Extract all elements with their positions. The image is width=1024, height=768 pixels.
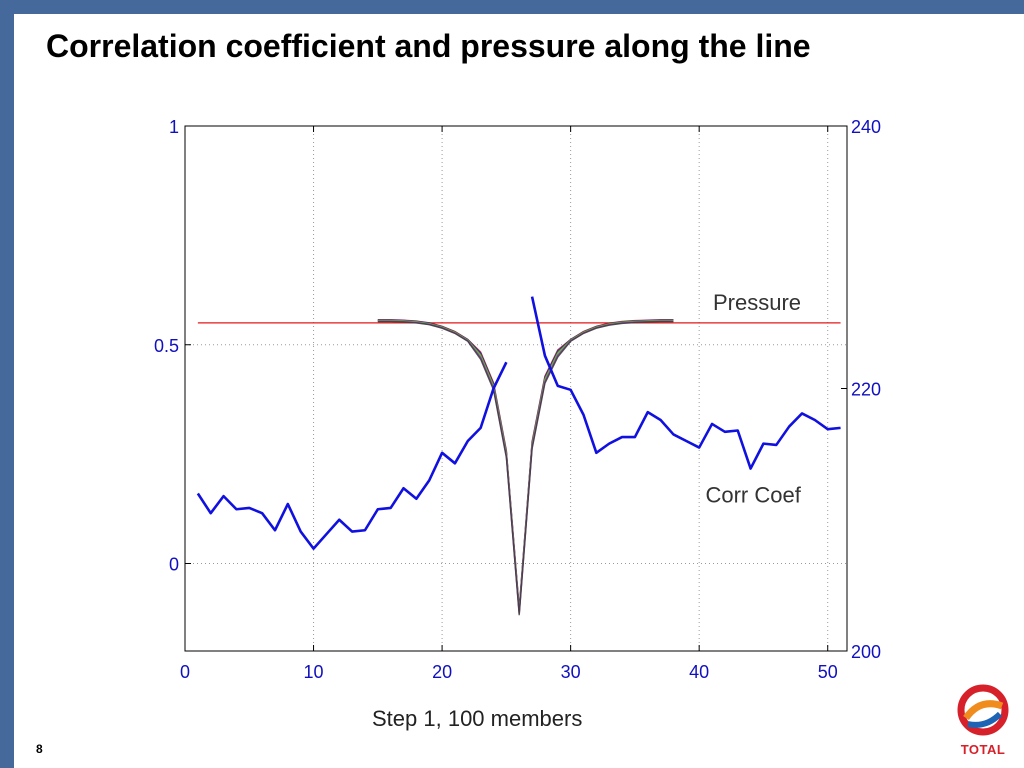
y-left-tick-label: 1 xyxy=(169,117,179,137)
slide-frame-left xyxy=(0,0,14,768)
x-tick-label: 0 xyxy=(180,662,190,682)
y-left-tick-label: 0.5 xyxy=(154,336,179,356)
page-number: 8 xyxy=(36,742,43,756)
corr-coef-member-line xyxy=(377,319,674,609)
y-right-tick-label: 200 xyxy=(851,642,881,662)
x-tick-label: 40 xyxy=(689,662,709,682)
x-tick-label: 20 xyxy=(432,662,452,682)
pressure-series-line xyxy=(530,296,841,470)
x-tick-label: 50 xyxy=(818,662,838,682)
corr-coef-member-line xyxy=(377,319,674,610)
total-logo-icon xyxy=(957,684,1009,736)
corr-coef-member-line xyxy=(377,320,674,616)
total-logo: TOTAL xyxy=(950,680,1016,760)
corr-coef-member-line xyxy=(377,320,674,615)
chart-caption: Step 1, 100 members xyxy=(372,706,583,731)
annotation-label: Corr Coef xyxy=(705,482,801,507)
slide-frame-top xyxy=(0,0,1024,14)
x-tick-label: 10 xyxy=(304,662,324,682)
annotations: Pressure Corr Coef xyxy=(705,290,801,508)
correlation-pressure-chart: 0 10 20 30 40 50 0 0.5 1 200 220 240 Pressure Corr C… xyxy=(154,117,881,682)
x-tick-label: 30 xyxy=(561,662,581,682)
axes xyxy=(184,125,848,652)
annotation-label: Pressure xyxy=(713,290,801,315)
corr-coef-layer xyxy=(377,319,674,616)
corr-coef-member-line xyxy=(377,320,674,613)
y-right-tick-label: 220 xyxy=(851,380,881,400)
slide-title: Correlation coefficient and pressure alo… xyxy=(46,28,811,64)
pressure-series-layer xyxy=(196,296,841,550)
pressure-series-line xyxy=(196,361,508,550)
corr-coef-member-line xyxy=(377,319,674,612)
y-left-tick-label: 0 xyxy=(169,555,179,575)
logo-text: TOTAL xyxy=(960,742,1006,757)
corr-coef-member-line xyxy=(377,319,674,611)
tick-labels: 0 10 20 30 40 50 0 0.5 1 200 220 240 xyxy=(154,117,881,682)
y-right-tick-label: 240 xyxy=(851,117,881,137)
